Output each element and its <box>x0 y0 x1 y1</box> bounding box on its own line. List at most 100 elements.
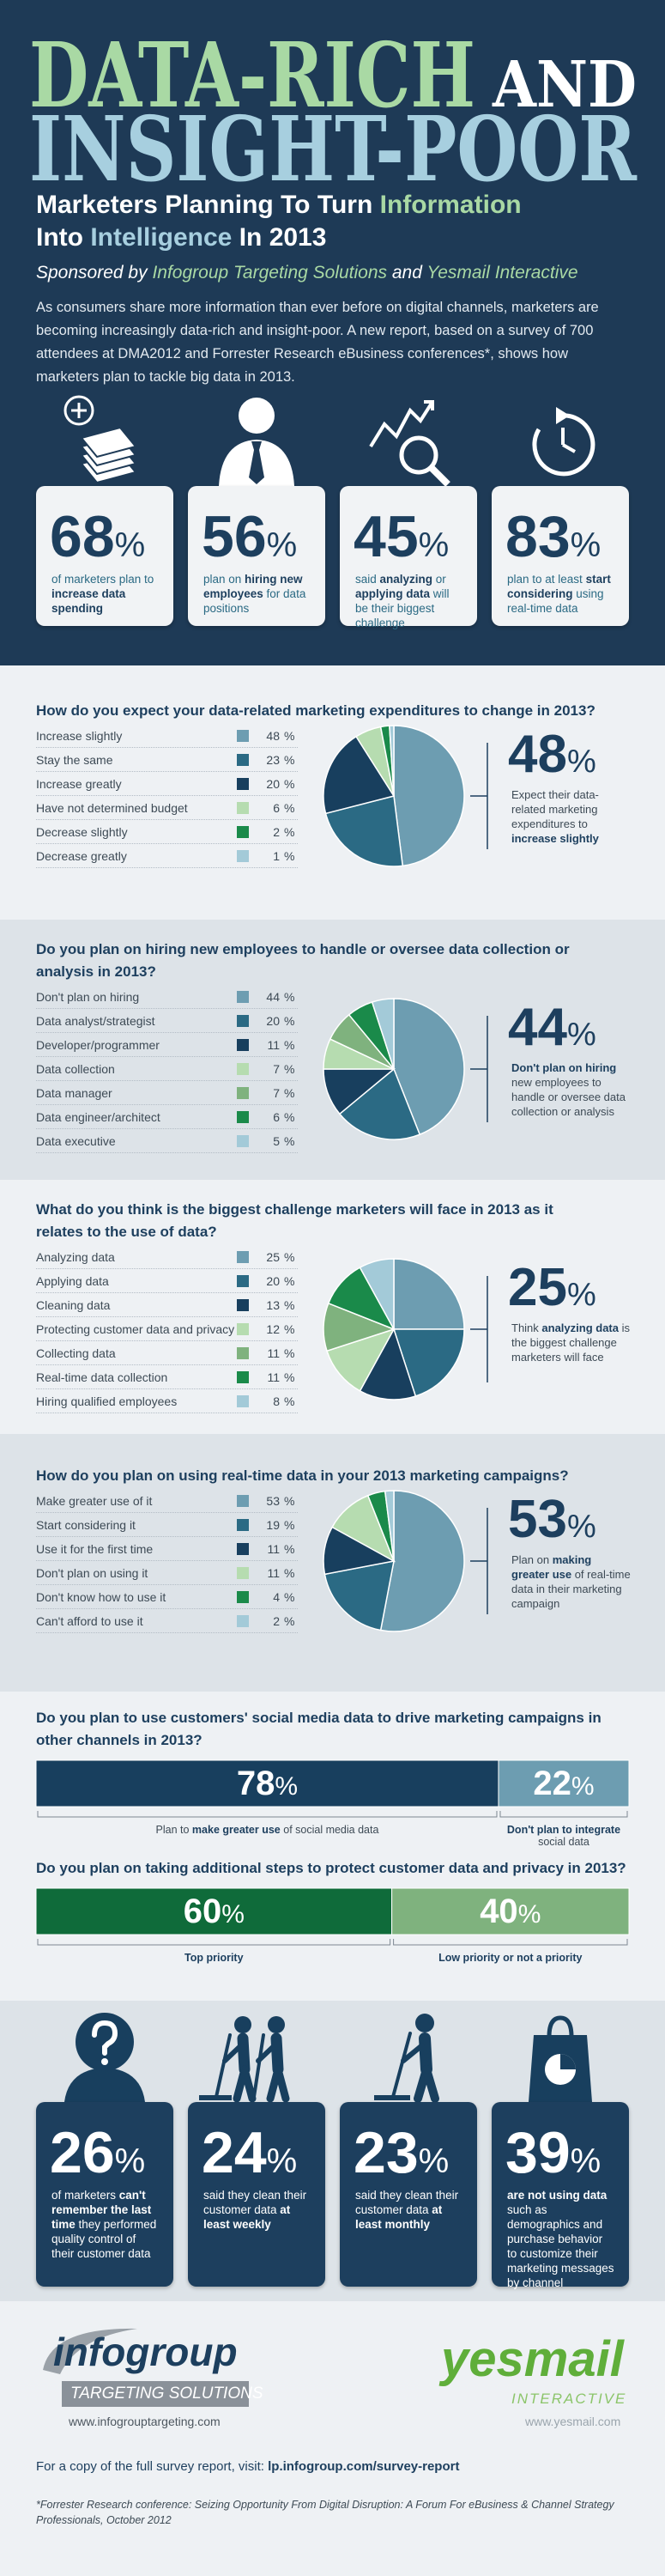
stat-card: 26% of marketers can't remember the last … <box>36 2102 173 2287</box>
report-part: For a copy of the full survey report, vi… <box>36 2459 269 2474</box>
question: How do you expect your data-related mark… <box>36 702 595 719</box>
bar-caption: Don't plan to integrate social data <box>499 1824 629 1848</box>
stat-text-part: applying data <box>355 587 431 600</box>
callout-text-part: increase slightly <box>511 832 599 845</box>
callout-unit: % <box>566 1509 596 1545</box>
legend-divider <box>36 1128 298 1129</box>
title-word: INSIGHT-POOR <box>29 96 638 197</box>
bar-unit: % <box>221 1900 245 1929</box>
subtitle-part: Into <box>36 223 91 252</box>
icon-spending <box>63 395 137 484</box>
pie-slice <box>389 725 395 797</box>
legend-divider <box>36 867 298 868</box>
legend-label: Hiring qualified employees <box>36 1394 178 1408</box>
legend-label: Have not determined budget <box>36 801 188 815</box>
legend-swatch <box>237 1015 249 1027</box>
legend-divider <box>36 747 298 748</box>
stat-card: 45% said analyzing or applying data will … <box>340 486 477 629</box>
stat-text: of marketers plan to increase data spend… <box>51 572 160 616</box>
legend-swatch <box>237 991 249 1003</box>
legend-label: Real-time data collection <box>36 1370 168 1384</box>
stat-text-part: such as demographics and purchase behavi… <box>507 2203 614 2289</box>
icon-cleaners <box>199 2016 290 2103</box>
callout-unit: % <box>566 744 596 780</box>
question: Do you plan on taking additional steps t… <box>36 1860 626 1876</box>
stat-card: 24% said they clean their customer data a… <box>188 2102 325 2287</box>
legend-divider <box>36 1008 298 1009</box>
legend-label: Developer/programmer <box>36 1038 160 1052</box>
pie-slice <box>323 735 396 815</box>
legend-unit: % <box>284 753 295 767</box>
stat-text-part: plan on <box>203 573 245 586</box>
callout-value: 25% <box>508 1257 596 1318</box>
question: How do you plan on using real-time data … <box>36 1467 569 1484</box>
pie-slice <box>323 1560 395 1631</box>
bar-bracket <box>393 1939 628 1946</box>
sponsor-part: Sponsored by <box>36 263 153 283</box>
legend-swatch <box>237 754 249 766</box>
pie-slice <box>384 1490 395 1562</box>
legend-unit: % <box>284 990 295 1004</box>
bar-caption-part: Don't plan to integrate <box>506 1824 621 1836</box>
legend-divider <box>36 1364 298 1365</box>
legend-value: 20 <box>266 1014 280 1028</box>
bar-number: 40 <box>480 1893 518 1930</box>
legend-label: Decrease greatly <box>36 849 127 863</box>
stat-text-part: are not using data <box>507 2189 608 2202</box>
legend-unit: % <box>284 849 295 863</box>
legend-swatch <box>237 1495 249 1507</box>
bar-unit: % <box>275 1772 299 1801</box>
legend-value: 6 <box>273 801 280 815</box>
stat-unit: % <box>114 526 146 564</box>
legend-value: 8 <box>273 1394 280 1408</box>
legend-value: 19 <box>266 1518 280 1532</box>
bar-number: 22 <box>533 1765 571 1802</box>
stat-value: 39% <box>505 2119 601 2186</box>
legend-label: Data manager <box>36 1086 112 1100</box>
subtitle-part: Information <box>379 191 522 219</box>
legend-label: Data collection <box>36 1062 115 1076</box>
legend-divider <box>36 1536 298 1537</box>
legend-swatch <box>237 1299 249 1311</box>
legend-unit: % <box>284 1590 295 1604</box>
title-word: AND <box>492 48 637 122</box>
stat-text-part: analyzing <box>379 573 433 586</box>
bar-unit: % <box>571 1772 595 1801</box>
legend-value: 25 <box>266 1250 280 1264</box>
legend-divider <box>36 1388 298 1389</box>
legend-value: 1 <box>273 849 280 863</box>
legend-unit: % <box>284 801 295 815</box>
legend-swatch <box>237 1567 249 1579</box>
stat-text: are not using data such as demographics … <box>507 2188 615 2290</box>
legend-divider <box>36 819 298 820</box>
legend-unit: % <box>284 1014 295 1028</box>
callout-number: 48 <box>508 725 567 784</box>
stat-text-part: they performed quality control of their … <box>51 2218 157 2260</box>
callout-value: 53% <box>508 1489 596 1550</box>
subtitle-part: Intelligence <box>90 223 233 252</box>
logo-name: yesmail <box>441 2331 624 2387</box>
callout-text: Think analyzing data is the biggest chal… <box>511 1321 632 1364</box>
stat-text-part: at least monthly <box>355 2203 443 2231</box>
callout-text: Don't plan on hiring new employees to ha… <box>511 1060 632 1119</box>
stat-unit: % <box>266 526 298 564</box>
legend-unit: % <box>284 1322 295 1336</box>
legend-value: 11 <box>267 1038 280 1052</box>
stat-text: plan on hiring new employees for data po… <box>203 572 311 616</box>
question: Do you plan on hiring new employees to h… <box>36 941 570 980</box>
legend-divider <box>36 1292 298 1293</box>
legend-divider <box>36 1340 298 1341</box>
bar-caption: Top priority <box>36 1952 392 1964</box>
bar-number: 60 <box>183 1893 222 1930</box>
legend-swatch <box>237 1251 249 1263</box>
stat-card: 68% of marketers plan to increase data sp… <box>36 486 173 626</box>
subtitle-part: In 2013 <box>232 223 327 252</box>
legend-divider <box>36 1316 298 1317</box>
intro: As consumers share more information than… <box>36 300 599 385</box>
stat-number: 68 <box>50 504 115 569</box>
icon-question <box>64 2013 145 2102</box>
legend-label: Make greater use of it <box>36 1494 153 1508</box>
stat-text-part: start considering <box>507 573 611 600</box>
